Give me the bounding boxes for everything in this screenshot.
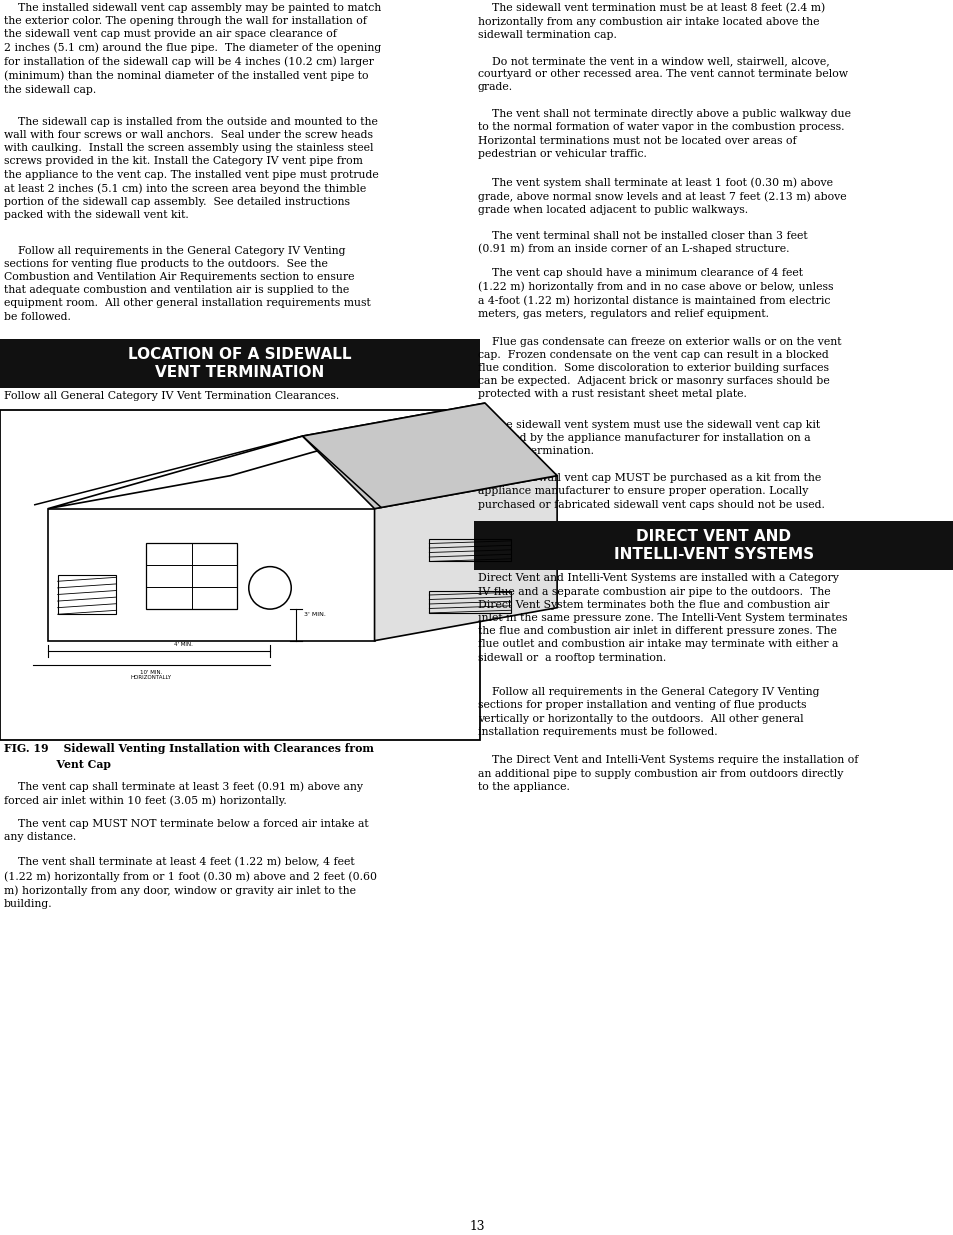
- Text: Follow all General Category IV Vent Termination Clearances.: Follow all General Category IV Vent Term…: [4, 391, 338, 401]
- Text: Vent Cap: Vent Cap: [4, 758, 111, 769]
- Text: FIG. 19    Sidewall Venting Installation with Clearances from: FIG. 19 Sidewall Venting Installation wi…: [4, 743, 374, 755]
- Text: Follow all requirements in the General Category IV Venting
sections for venting : Follow all requirements in the General C…: [4, 246, 370, 321]
- Text: Flue gas condensate can freeze on exterior walls or on the vent
cap.  Frozen con: Flue gas condensate can freeze on exteri…: [477, 337, 841, 399]
- Bar: [474, 521, 953, 569]
- Text: The vent terminal shall not be installed closer than 3 feet
(0.91 m) from an ins: The vent terminal shall not be installed…: [477, 231, 806, 254]
- Polygon shape: [302, 403, 557, 509]
- Bar: [0, 338, 479, 388]
- Bar: [429, 590, 511, 613]
- Text: The installed sidewall vent cap assembly may be painted to match
the exterior co: The installed sidewall vent cap assembly…: [4, 2, 380, 95]
- Text: 13: 13: [469, 1219, 484, 1233]
- Text: 10' MIN.
HORIZONTALLY: 10' MIN. HORIZONTALLY: [131, 669, 172, 680]
- Text: Do not terminate the vent in a window well, stairwell, alcove,
courtyard or othe: Do not terminate the vent in a window we…: [477, 56, 847, 93]
- Text: The vent cap MUST NOT terminate below a forced air intake at
any distance.: The vent cap MUST NOT terminate below a …: [4, 819, 368, 842]
- Text: LOCATION OF A SIDEWALL
VENT TERMINATION: LOCATION OF A SIDEWALL VENT TERMINATION: [128, 347, 352, 380]
- Polygon shape: [48, 509, 375, 641]
- Bar: [429, 538, 511, 562]
- Circle shape: [249, 567, 291, 609]
- Text: Direct Vent and Intelli-Vent Systems are installed with a Category
IV flue and a: Direct Vent and Intelli-Vent Systems are…: [477, 573, 846, 663]
- Polygon shape: [48, 403, 484, 509]
- Text: 3' MIN.: 3' MIN.: [304, 611, 326, 616]
- Text: DIRECT VENT AND
INTELLI-VENT SYSTEMS: DIRECT VENT AND INTELLI-VENT SYSTEMS: [614, 529, 813, 562]
- Bar: [146, 543, 237, 609]
- Bar: [57, 574, 116, 614]
- Text: The sidewall cap is installed from the outside and mounted to the
wall with four: The sidewall cap is installed from the o…: [4, 117, 378, 220]
- Bar: [0, 410, 479, 740]
- Text: The sidewall vent termination must be at least 8 feet (2.4 m)
horizontally from : The sidewall vent termination must be at…: [477, 2, 824, 40]
- Polygon shape: [375, 475, 557, 641]
- Text: Follow all requirements in the General Category IV Venting
sections for proper i: Follow all requirements in the General C…: [477, 687, 819, 737]
- Text: The vent shall terminate at least 4 feet (1.22 m) below, 4 feet
(1.22 m) horizon: The vent shall terminate at least 4 feet…: [4, 857, 376, 909]
- Text: The vent system shall terminate at least 1 foot (0.30 m) above
grade, above norm: The vent system shall terminate at least…: [477, 178, 845, 215]
- Text: The vent cap shall terminate at least 3 feet (0.91 m) above any
forced air inlet: The vent cap shall terminate at least 3 …: [4, 782, 362, 806]
- Text: 4' MIN.: 4' MIN.: [174, 642, 193, 647]
- Text: The Direct Vent and Intelli-Vent Systems require the installation of
an addition: The Direct Vent and Intelli-Vent Systems…: [477, 756, 858, 792]
- Text: The sidewall vent system must use the sidewall vent cap kit
provided by the appl: The sidewall vent system must use the si…: [477, 420, 819, 457]
- Text: The vent cap should have a minimum clearance of 4 feet
(1.22 m) horizontally fro: The vent cap should have a minimum clear…: [477, 268, 832, 319]
- Text: The vent shall not terminate directly above a public walkway due
to the normal f: The vent shall not terminate directly ab…: [477, 109, 850, 159]
- Text: The sidewall vent cap MUST be purchased as a kit from the
appliance manufacturer: The sidewall vent cap MUST be purchased …: [477, 473, 823, 510]
